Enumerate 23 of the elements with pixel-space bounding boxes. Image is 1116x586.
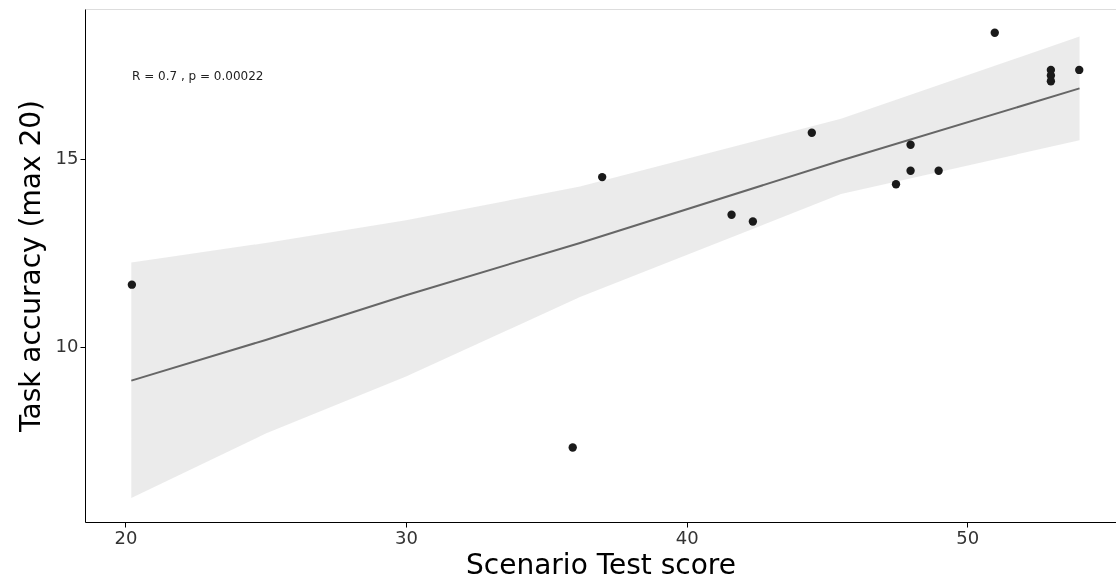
x-tick-label: 40 xyxy=(675,526,699,548)
point xyxy=(748,217,758,226)
point xyxy=(127,280,137,289)
point xyxy=(906,166,915,175)
point xyxy=(934,166,943,175)
y-axis-title: Task accuracy (max 20) xyxy=(13,100,47,433)
x-tick-label: 30 xyxy=(395,526,418,548)
point xyxy=(727,210,736,219)
point xyxy=(568,443,577,452)
y-tick-label: 15 xyxy=(55,147,79,169)
point xyxy=(598,172,607,182)
point xyxy=(1046,77,1056,86)
point xyxy=(990,28,999,37)
x-axis-title: Scenario Test score xyxy=(466,547,736,581)
point xyxy=(906,140,915,149)
y-tick-label: 10 xyxy=(55,335,79,357)
line-series xyxy=(130,87,1081,382)
x-tick-label: 20 xyxy=(114,526,138,548)
point xyxy=(1075,65,1084,75)
point xyxy=(891,180,901,189)
annotation: R = 0.7 , p = 0.00022 xyxy=(132,69,264,83)
x-tick-label: 50 xyxy=(956,526,980,548)
point xyxy=(807,128,816,137)
